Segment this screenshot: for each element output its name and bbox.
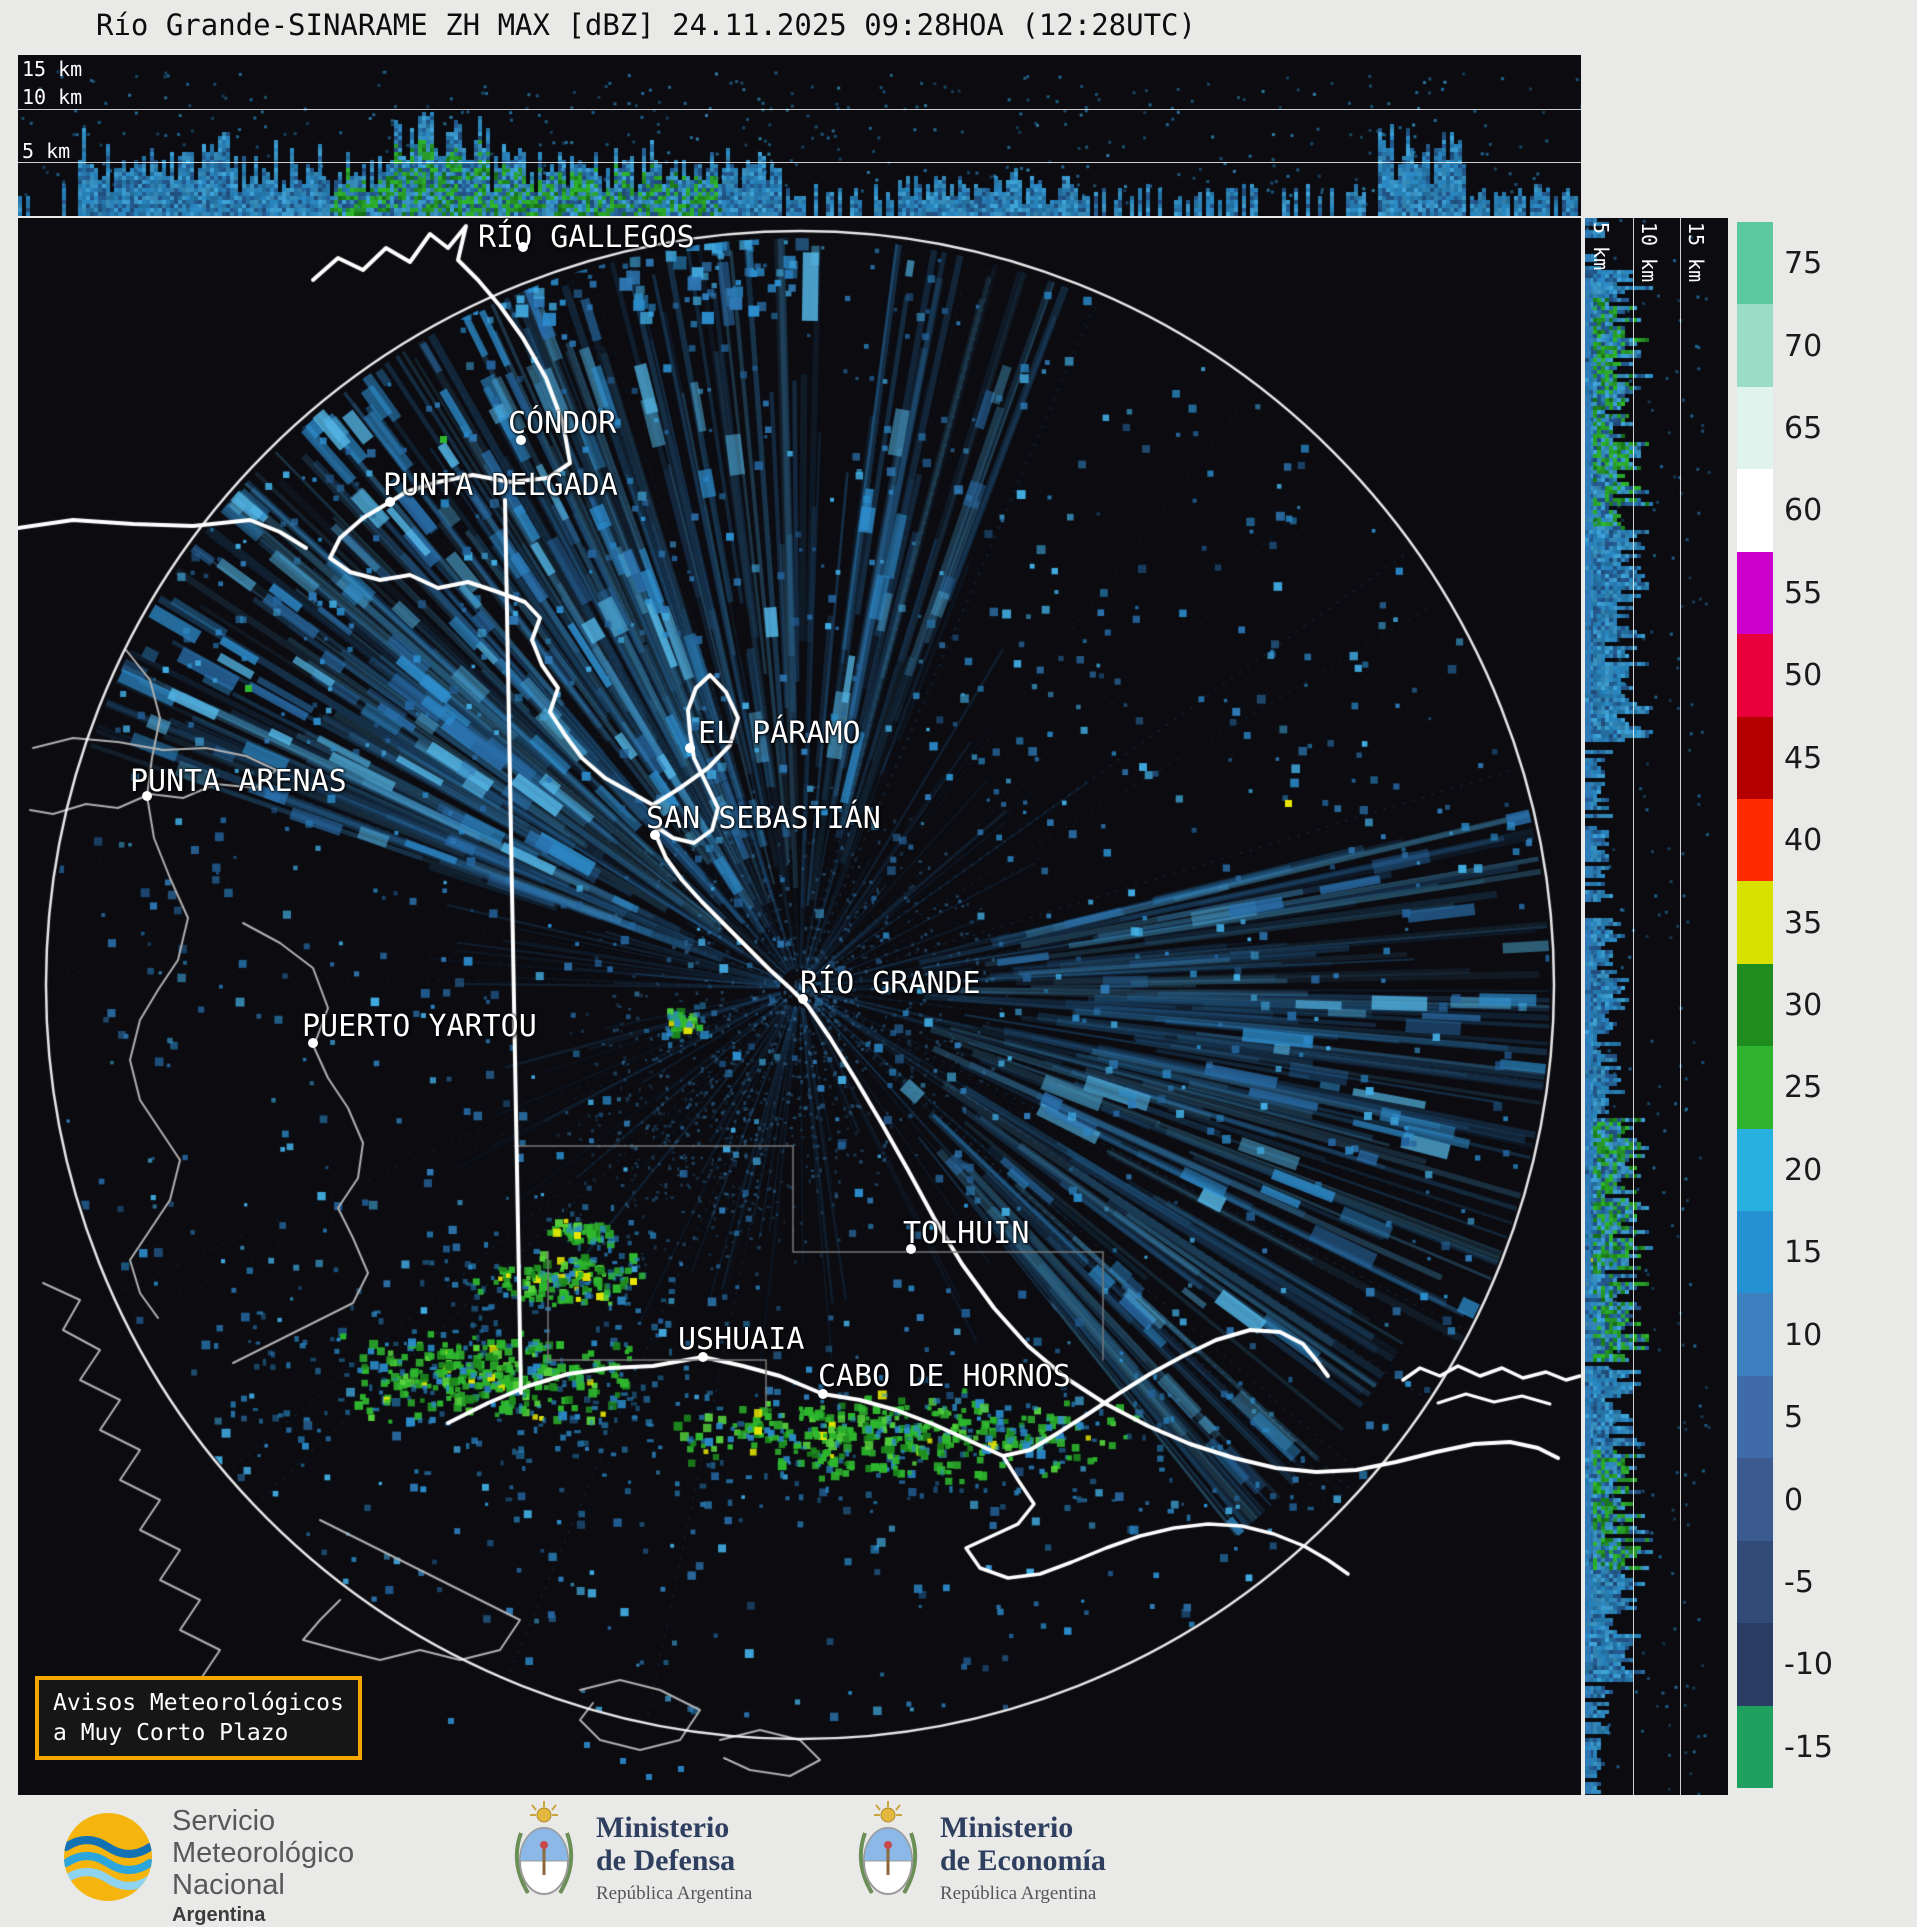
side-gridline-10km <box>1633 218 1634 1795</box>
city-dot-ushuaia <box>698 1352 708 1362</box>
colorbar-tick-0: 0 <box>1784 1482 1804 1518</box>
colorbar-segment-3 <box>1737 469 1773 552</box>
colorbar-segment-14 <box>1737 1375 1773 1459</box>
city-label-punta-delgada: PUNTA DELGADA <box>383 468 618 503</box>
city-label-puerto-yartou: PUERTO YARTOU <box>302 1009 537 1044</box>
colorbar-tick-55: 55 <box>1784 575 1823 611</box>
ministry-economia-line1: Ministerio <box>940 1811 1074 1844</box>
colorbar-tick-65: 65 <box>1784 411 1823 447</box>
city-dot-san-sebastian <box>650 830 660 840</box>
city-label-san-sebastian: SAN SEBASTIÁN <box>646 801 881 836</box>
colorbar-segment-10 <box>1737 1046 1773 1129</box>
colorbar-tick-15: 15 <box>1784 1235 1823 1271</box>
city-dot-rio-grande <box>798 994 808 1004</box>
colorbar-tick-10: 10 <box>1784 1317 1823 1353</box>
top-gridline-5km <box>18 162 1581 163</box>
colorbar-segment-15 <box>1737 1458 1773 1541</box>
ministry-defensa-line1: Ministerio <box>596 1811 730 1844</box>
colorbar-segment-17 <box>1737 1623 1773 1706</box>
colorbar-tick--10: -10 <box>1784 1647 1833 1683</box>
smn-name-line1: Servicio <box>172 1805 276 1837</box>
colorbar-tick-20: 20 <box>1784 1152 1823 1188</box>
city-label-el-paramo: EL PÁRAMO <box>698 716 861 751</box>
product-title: Río Grande-SINARAME ZH MAX [dBZ] 24.11.2… <box>96 8 1196 42</box>
radar-map-panel: Avisos Meteorológicos a Muy Corto Plazo … <box>18 218 1581 1795</box>
warning-box[interactable]: Avisos Meteorológicos a Muy Corto Plazo <box>35 1676 362 1760</box>
top-axis-label-5km: 5 km <box>22 139 71 163</box>
colorbar-segment-18 <box>1737 1705 1773 1789</box>
city-dot-el-paramo <box>685 743 695 753</box>
colorbar-tick-60: 60 <box>1784 493 1823 529</box>
colorbar-segment-0 <box>1737 222 1773 305</box>
colorbar-segment-2 <box>1737 386 1773 470</box>
radar-map-canvas <box>18 218 1581 1795</box>
top-axis-label-10km: 10 km <box>22 85 83 109</box>
top-cross-section-canvas <box>18 55 1581 216</box>
colorbar-segment-5 <box>1737 634 1773 717</box>
smn-sun-waves-icon <box>64 1813 152 1901</box>
side-axis-label-5km: 5 km <box>1589 222 1613 271</box>
smn-name-line3: Nacional <box>172 1869 285 1901</box>
ministry-defensa-sub: República Argentina <box>596 1883 753 1904</box>
ministry-defensa-line2: de Defensa <box>596 1844 736 1877</box>
top-gridline-10km <box>18 109 1581 110</box>
city-dot-rio-gallegos <box>518 242 528 252</box>
colorbar-tick--5: -5 <box>1784 1564 1814 1600</box>
colorbar-tick-5: 5 <box>1784 1400 1804 1436</box>
colorbar-tick-40: 40 <box>1784 823 1823 859</box>
city-label-rio-gallegos: RÍO GALLEGOS <box>478 220 695 255</box>
city-dot-tolhuin <box>906 1244 916 1254</box>
colorbar <box>1737 222 1773 1789</box>
side-cross-section-panel: 5 km 10 km 15 km <box>1585 218 1728 1795</box>
colorbar-segment-16 <box>1737 1540 1773 1624</box>
ministry-economia-line2: de Economía <box>940 1844 1106 1877</box>
footer-logos: Servicio Meteorológico Nacional Argentin… <box>0 1795 1917 1926</box>
colorbar-segment-12 <box>1737 1211 1773 1294</box>
city-dot-puerto-yartou <box>308 1038 318 1048</box>
colorbar-tick-25: 25 <box>1784 1070 1823 1106</box>
top-axis-label-15km: 15 km <box>22 57 83 81</box>
colorbar-tick--15: -15 <box>1784 1729 1833 1765</box>
warning-box-line1: Avisos Meteorológicos <box>53 1690 344 1716</box>
colorbar-tick-45: 45 <box>1784 740 1823 776</box>
smn-name-line2: Meteorológico <box>172 1837 355 1869</box>
colorbar-tick-50: 50 <box>1784 658 1823 694</box>
side-cross-section-canvas <box>1585 218 1728 1795</box>
ministry-economia-wordmark: Ministerio de Economía República Argenti… <box>940 1811 1106 1905</box>
ministry-defensa-wordmark: Ministerio de Defensa República Argentin… <box>596 1811 752 1905</box>
colorbar-segment-8 <box>1737 881 1773 964</box>
argentina-coat-of-arms-icon <box>508 1799 580 1907</box>
top-cross-section-panel: 15 km 10 km 5 km <box>18 55 1581 216</box>
colorbar-segment-6 <box>1737 716 1773 799</box>
colorbar-segment-1 <box>1737 304 1773 387</box>
ministry-economia-sub: República Argentina <box>940 1883 1097 1904</box>
side-gridline-15km <box>1680 218 1681 1795</box>
side-axis-label-15km: 15 km <box>1684 222 1708 283</box>
colorbar-tick-35: 35 <box>1784 905 1823 941</box>
colorbar-segment-13 <box>1737 1293 1773 1376</box>
city-dot-cabo-de-hornos <box>818 1389 828 1399</box>
city-label-punta-arenas: PUNTA ARENAS <box>130 764 347 799</box>
city-label-cabo-de-hornos: CABO DE HORNOS <box>818 1359 1071 1394</box>
colorbar-tick-75: 75 <box>1784 246 1823 282</box>
colorbar-segment-4 <box>1737 551 1773 635</box>
colorbar-segment-9 <box>1737 963 1773 1047</box>
city-label-ushuaia: USHUAIA <box>678 1322 805 1357</box>
city-label-rio-grande: RÍO GRANDE <box>800 966 981 1001</box>
city-label-tolhuin: TOLHUIN <box>903 1216 1030 1251</box>
smn-country: Argentina <box>172 1904 266 1926</box>
colorbar-tick-70: 70 <box>1784 328 1823 364</box>
city-dot-condor <box>516 435 526 445</box>
city-dot-punta-arenas <box>142 791 152 801</box>
smn-logo <box>60 1809 156 1909</box>
side-axis-label-10km: 10 km <box>1637 222 1661 283</box>
city-dot-punta-delgada <box>385 497 395 507</box>
colorbar-segment-11 <box>1737 1128 1773 1212</box>
colorbar-tick-30: 30 <box>1784 988 1823 1023</box>
colorbar-segment-7 <box>1737 798 1773 882</box>
city-label-condor: CÓNDOR <box>508 406 617 441</box>
argentina-coat-of-arms-icon <box>852 1799 924 1907</box>
warning-box-line2: a Muy Corto Plazo <box>53 1720 289 1746</box>
